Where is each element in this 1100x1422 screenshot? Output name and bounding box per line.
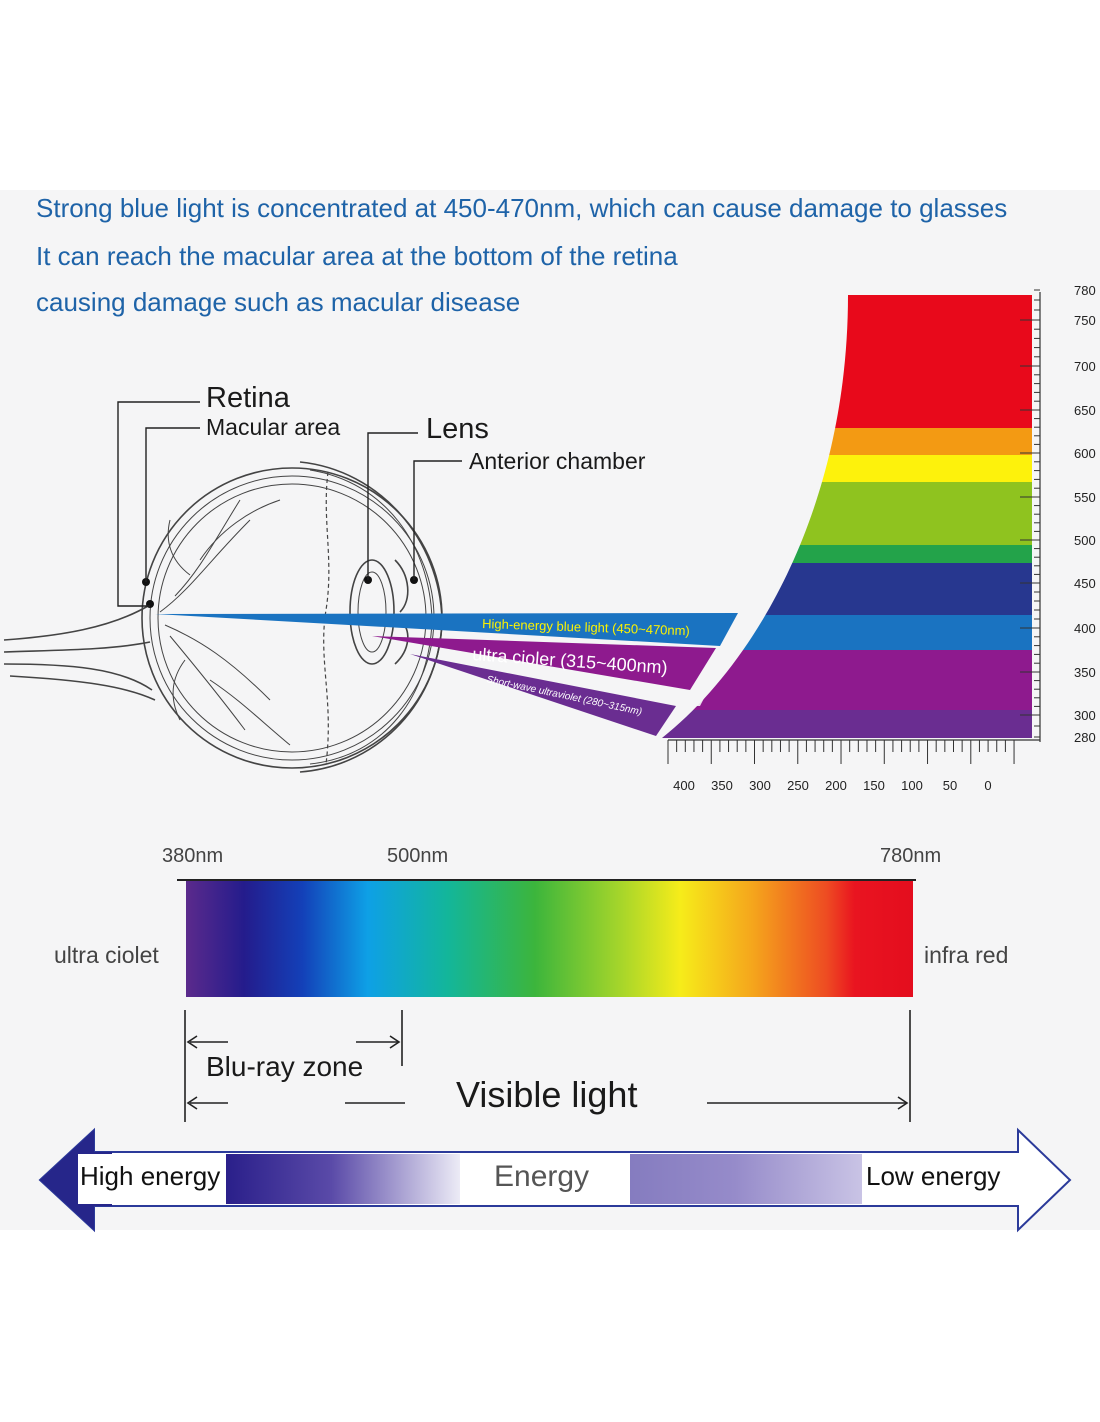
wavelength-tick-label: 600	[1074, 446, 1096, 461]
wavelength-tick-label: 750	[1074, 313, 1096, 328]
wavelength-tick-label: 650	[1074, 403, 1096, 418]
wavelength-tick-label: 450	[1074, 576, 1096, 591]
spectrum-mid-label: 500nm	[387, 845, 448, 868]
penetration-tick-label: 50	[943, 778, 957, 793]
band-dark-green	[640, 545, 1040, 563]
penetration-tick-label: 400	[673, 778, 695, 793]
high-energy-label: High energy	[80, 1161, 220, 1192]
energy-center-label: Energy	[494, 1160, 589, 1194]
anterior-chamber-label: Anterior chamber	[469, 448, 645, 475]
lens-label: Lens	[426, 413, 489, 446]
penetration-tick-label: 300	[749, 778, 771, 793]
penetration-tick-label: 350	[711, 778, 733, 793]
penetration-ruler: 400 350 300 250 200 150 100 50 0	[668, 740, 1040, 793]
penetration-tick-label: 100	[901, 778, 923, 793]
blu-ray-zone-label: Blu-ray zone	[206, 1051, 363, 1083]
penetration-tick-label: 150	[863, 778, 885, 793]
wavelength-tick-label: 350	[1074, 665, 1096, 680]
band-indigo	[640, 563, 1040, 615]
band-green	[640, 482, 1040, 545]
macular-area-label: Macular area	[206, 414, 340, 441]
penetration-tick-label: 250	[787, 778, 809, 793]
ultraviolet-label: ultra ciolet	[54, 942, 159, 969]
band-yellow	[640, 455, 1040, 482]
band-red	[640, 295, 1040, 428]
penetration-tick-label: 0	[984, 778, 991, 793]
low-energy-label: Low energy	[866, 1161, 1000, 1192]
wavelength-tick-label: 700	[1074, 359, 1096, 374]
retina-label: Retina	[206, 382, 290, 415]
spectrum-start-label: 380nm	[162, 845, 223, 868]
wavelength-tick-label: 400	[1074, 621, 1096, 636]
wavelength-tick-label: 550	[1074, 490, 1096, 505]
visible-spectrum-bar	[177, 880, 916, 997]
wavelength-tick-label: 780	[1074, 283, 1096, 298]
wavelength-tick-label: 300	[1074, 708, 1096, 723]
band-violet	[640, 710, 1040, 740]
visible-light-label: Visible light	[456, 1074, 637, 1116]
wavelength-tick-label: 500	[1074, 533, 1096, 548]
wavelength-tick-label: 280	[1074, 730, 1096, 745]
band-orange	[640, 428, 1040, 455]
penetration-tick-label: 200	[825, 778, 847, 793]
spectrum-end-label: 780nm	[880, 845, 941, 868]
infrared-label: infra red	[924, 942, 1008, 969]
